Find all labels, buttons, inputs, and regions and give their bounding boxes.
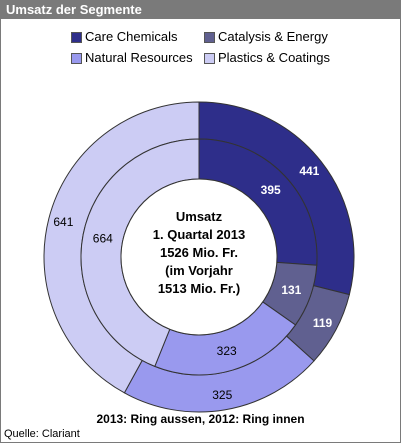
data-label-inner-catalysis-energy: 131	[281, 283, 301, 297]
center-text-line: Umsatz	[176, 209, 223, 224]
center-text-line: (im Vorjahr	[165, 263, 233, 278]
legend-swatch-care-chemicals	[71, 32, 82, 43]
donut-hole	[120, 178, 278, 336]
legend-swatch-catalysis-energy	[204, 32, 215, 43]
legend-label-care-chemicals: Care Chemicals	[85, 29, 178, 44]
data-label-outer-plastics-coatings: 641	[53, 215, 73, 229]
legend-swatch-natural-resources	[71, 53, 82, 64]
center-text-line: 1526 Mio. Fr.	[160, 245, 238, 260]
title-bar: Umsatz der Segmente	[1, 1, 400, 19]
legend-label-catalysis-energy: Catalysis & Energy	[218, 29, 328, 44]
ring-note: 2013: Ring aussen, 2012: Ring innen	[96, 412, 305, 426]
center-text-line: 1513 Mio. Fr.)	[158, 281, 240, 296]
center-text-line: 1. Quartal 2013	[153, 227, 246, 242]
data-label-outer-care-chemicals: 441	[299, 164, 319, 178]
chart-title: Umsatz der Segmente	[6, 2, 142, 17]
legend-label-natural-resources: Natural Resources	[85, 50, 193, 65]
data-label-outer-catalysis-energy: 119	[313, 316, 333, 330]
legend-swatch-plastics-coatings	[204, 53, 215, 64]
data-label-inner-natural-resources: 323	[217, 344, 237, 358]
legend-label-plastics-coatings: Plastics & Coatings	[218, 50, 330, 65]
source-note: Quelle: Clariant	[4, 428, 80, 440]
data-label-outer-natural-resources: 325	[212, 388, 232, 402]
data-label-inner-care-chemicals: 395	[261, 183, 281, 197]
data-label-inner-plastics-coatings: 664	[93, 231, 113, 245]
